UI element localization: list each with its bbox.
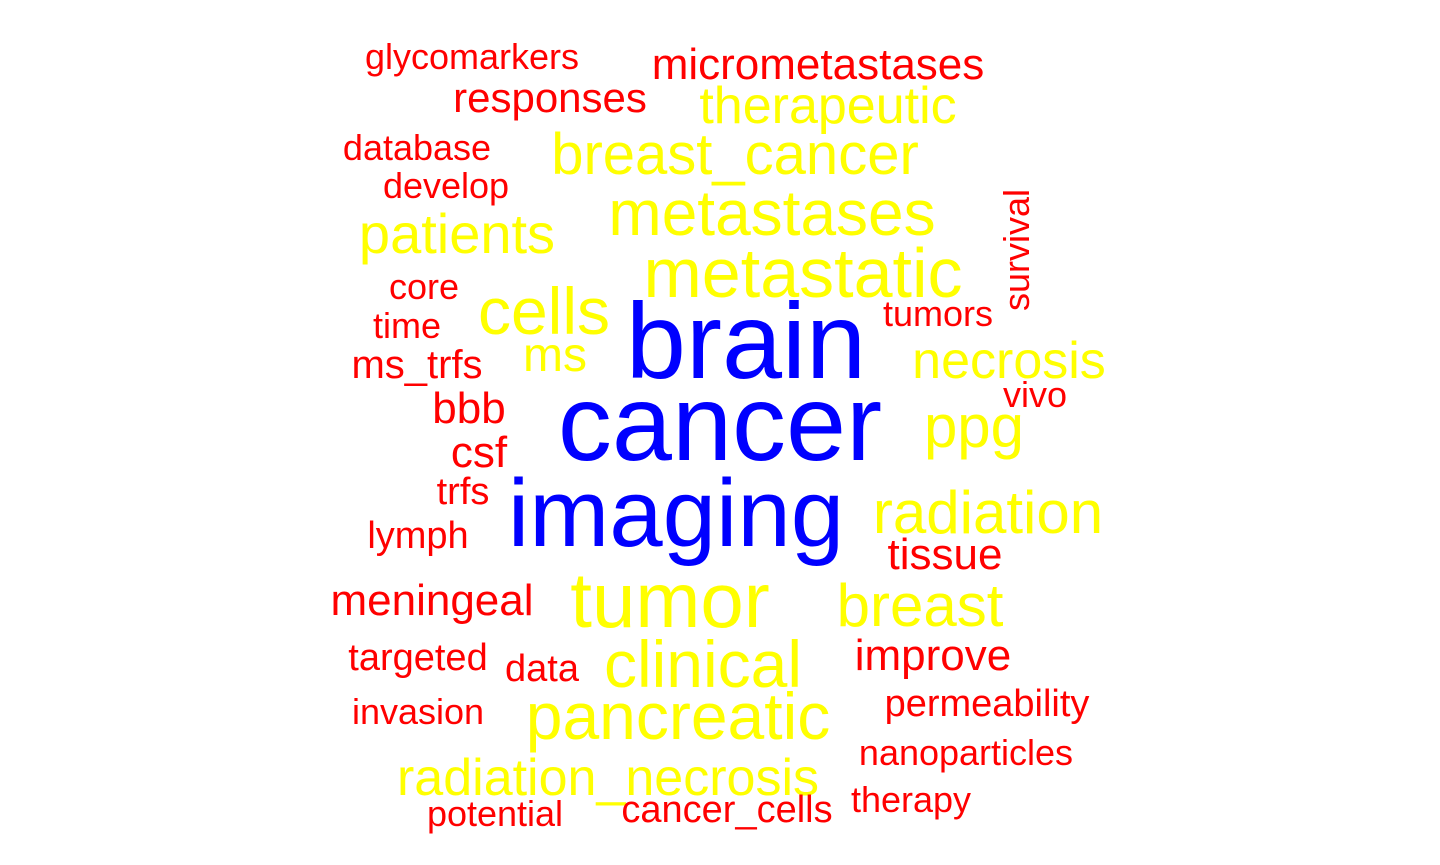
word-radiation-necrosis: radiation_necrosis	[397, 749, 819, 807]
word-bbb: bbb	[432, 384, 505, 433]
word-trfs: trfs	[437, 471, 490, 513]
word-imaging: imaging	[508, 460, 844, 567]
word-therapy: therapy	[851, 779, 971, 820]
word-vivo: vivo	[1003, 374, 1067, 415]
word-targeted: targeted	[348, 637, 487, 679]
word-improve: improve	[855, 631, 1012, 680]
word-brain: brain	[626, 280, 866, 401]
word-breast: breast	[837, 572, 1004, 639]
word-cancer: cancer	[558, 362, 882, 483]
word-necrosis: necrosis	[912, 332, 1106, 390]
word-ms-trfs: ms_trfs	[351, 343, 482, 387]
word-survival: survival	[996, 189, 1037, 311]
word-potential: potential	[427, 793, 563, 834]
word-pancreatic: pancreatic	[526, 679, 831, 753]
word-patients: patients	[359, 202, 555, 265]
word-tumor: tumor	[570, 556, 769, 644]
word-develop: develop	[383, 165, 509, 206]
word-cells: cells	[478, 274, 610, 348]
word-breast-cancer: breast_cancer	[551, 122, 919, 187]
word-metastatic: metastatic	[644, 234, 963, 312]
word-meningeal: meningeal	[330, 576, 533, 625]
word-time: time	[373, 305, 441, 346]
word-nanoparticles: nanoparticles	[859, 732, 1073, 773]
word-cancer-cells: cancer_cells	[621, 789, 832, 831]
word-responses: responses	[453, 74, 647, 121]
word-csf: csf	[451, 428, 508, 477]
word-glycomarkers: glycomarkers	[365, 36, 579, 77]
word-tissue: tissue	[888, 530, 1003, 579]
word-ppg: ppg	[924, 393, 1024, 460]
word-invasion: invasion	[352, 691, 484, 732]
word-radiation: radiation	[873, 479, 1103, 546]
word-tumors: tumors	[883, 293, 993, 334]
word-core: core	[389, 266, 459, 307]
word-permeability: permeability	[885, 683, 1090, 725]
word-micrometastases: micrometastases	[652, 40, 985, 89]
word-lymph: lymph	[367, 515, 468, 557]
word-database: database	[343, 127, 491, 168]
word-clinical: clinical	[604, 627, 802, 701]
word-therapeutic: therapeutic	[699, 77, 956, 135]
word-ms: ms	[523, 329, 587, 382]
word-metastases: metastases	[608, 177, 935, 249]
word-data: data	[505, 648, 580, 690]
